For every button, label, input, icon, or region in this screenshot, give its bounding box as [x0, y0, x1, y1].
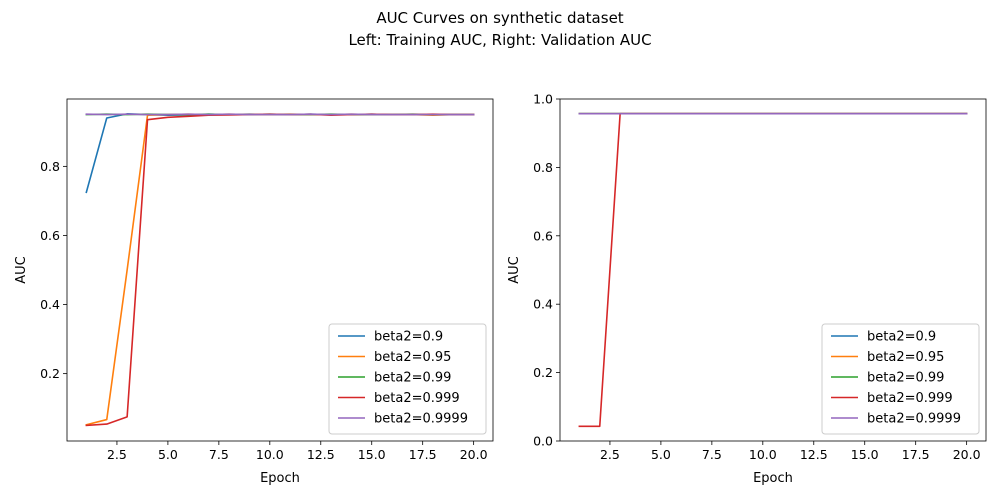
- x-tick-label: 5.0: [158, 447, 178, 462]
- legend-box: [328, 323, 487, 435]
- x-tick-label: 10.0: [749, 447, 777, 462]
- x-tick-label: 15.0: [851, 447, 879, 462]
- legend-entry-label: beta2=0.95: [867, 350, 944, 365]
- x-tick-label: 17.5: [902, 447, 930, 462]
- axes-frame: [66, 98, 494, 442]
- x-tick-label: 12.5: [800, 447, 828, 462]
- series-lines: [85, 113, 475, 427]
- x-tick-label: 7.5: [702, 447, 722, 462]
- legend-entry-label: beta2=0.999: [374, 391, 460, 406]
- x-tick-label: 15.0: [358, 447, 386, 462]
- series-lines: [578, 112, 968, 428]
- x-tick-label: 17.5: [409, 447, 437, 462]
- y-axis-label: AUC: [507, 256, 522, 284]
- figure-title-line-2: Left: Training AUC, Right: Validation AU…: [348, 31, 651, 49]
- legend-box: [821, 323, 980, 435]
- y-tick-label: 0.8: [533, 160, 553, 175]
- y-tick-label: 0.2: [40, 366, 60, 381]
- legend-entry-label: beta2=0.9: [867, 330, 936, 345]
- x-tick-label: 20.0: [953, 447, 981, 462]
- figure-title-line-1: AUC Curves on synthetic dataset: [376, 9, 623, 27]
- validation-auc-chart: 2.5 5.0 7.5 10.0 12.5 15.0 17.5 20.0 0.0 0.2 0.4 0.…: [507, 92, 987, 486]
- y-axis-label: AUC: [14, 256, 29, 284]
- x-tick-label: 10.0: [256, 447, 284, 462]
- legend-entry-label: beta2=0.9999: [374, 412, 468, 427]
- y-tick-label: 0.4: [533, 297, 553, 312]
- legend-entry-label: beta2=0.9: [374, 330, 443, 345]
- y-tick-label: 0.4: [40, 297, 60, 312]
- x-tick-label: 7.5: [209, 447, 229, 462]
- training-auc-chart: 2.5 5.0 7.5 10.0 12.5 15.0 17.5 20.0 0.2 0.4 0.6 0.…: [14, 98, 494, 486]
- x-tick-label: 20.0: [460, 447, 488, 462]
- legend-entry-label: beta2=0.999: [867, 391, 953, 406]
- y-tick-label: 0.2: [533, 365, 553, 380]
- y-tick-label: 0.0: [533, 434, 553, 449]
- legend-entry-label: beta2=0.99: [374, 371, 451, 386]
- y-tick-label: 1.0: [533, 92, 553, 107]
- legend-entry-label: beta2=0.95: [374, 350, 451, 365]
- y-tick-label: 0.6: [533, 228, 553, 243]
- legend-entry-label: beta2=0.9999: [867, 412, 961, 427]
- legend: beta2=0.9 beta2=0.95 beta2=0.99 beta2=0.999…: [328, 323, 487, 435]
- x-tick-label: 12.5: [307, 447, 335, 462]
- axes-frame: [559, 98, 987, 442]
- legend-entry-label: beta2=0.99: [867, 371, 944, 386]
- y-tick-label: 0.8: [40, 159, 60, 174]
- legend: beta2=0.9 beta2=0.95 beta2=0.99 beta2=0.999…: [821, 323, 980, 435]
- x-tick-label: 5.0: [651, 447, 671, 462]
- y-tick-label: 0.6: [40, 228, 60, 243]
- x-axis-label: Epoch: [753, 471, 793, 486]
- x-tick-label: 2.5: [600, 447, 620, 462]
- x-tick-label: 2.5: [107, 447, 127, 462]
- x-axis-label: Epoch: [260, 471, 300, 486]
